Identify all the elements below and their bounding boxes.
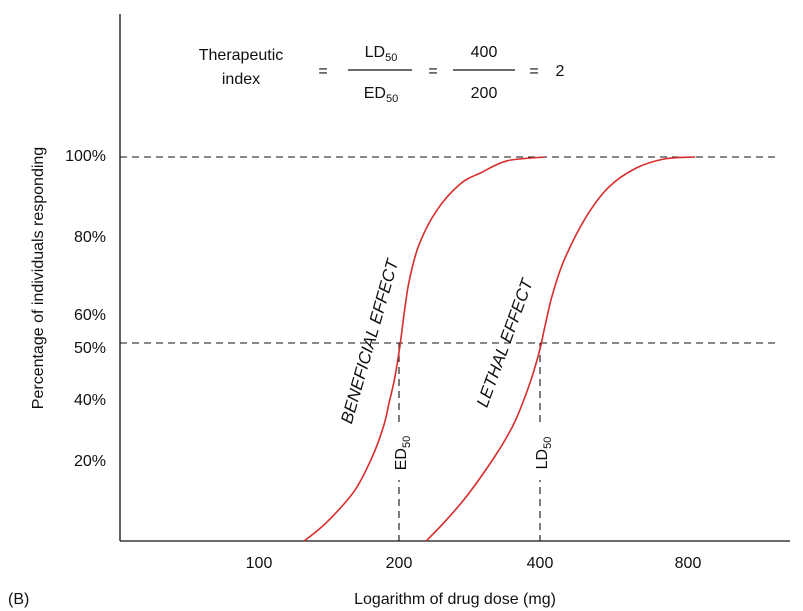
therapeutic-index-formula: Therapeutic index = LD50 ED50 = 400 200 … bbox=[199, 44, 565, 105]
y-tick-label: 80% bbox=[74, 229, 106, 246]
formula-denominator-value: 200 bbox=[471, 85, 498, 102]
formula-numerator-value: 400 bbox=[471, 44, 498, 61]
x-tick-label: 100 bbox=[246, 555, 273, 572]
y-tick-label: 40% bbox=[74, 392, 106, 409]
y-tick-label: 20% bbox=[74, 453, 106, 470]
series-label-beneficial: BENEFICIAL EFFECT bbox=[337, 256, 402, 426]
formula-denominator: ED50 bbox=[364, 85, 398, 105]
y-axis-title: Percentage of individuals responding bbox=[30, 147, 47, 409]
x-tick-label: 200 bbox=[386, 555, 413, 572]
series-line-beneficial bbox=[303, 156, 546, 542]
y-tick-label: 60% bbox=[74, 307, 106, 324]
x-tick-label: 800 bbox=[675, 555, 702, 572]
formula-name-line2: index bbox=[222, 71, 260, 88]
formula-name-line1: Therapeutic bbox=[199, 47, 284, 64]
x-axis-title: Logarithm of drug dose (mg) bbox=[354, 591, 556, 608]
formula-result: 2 bbox=[556, 63, 565, 80]
y-tick-label: 100% bbox=[65, 148, 106, 165]
x-tick-label: 400 bbox=[527, 555, 554, 572]
formula-equals: = bbox=[529, 63, 538, 80]
formula-equals: = bbox=[318, 63, 327, 80]
series-line-lethal bbox=[425, 156, 696, 542]
panel-label: (B) bbox=[8, 591, 29, 608]
ld50-label: LD50 bbox=[534, 437, 554, 470]
formula-numerator: LD50 bbox=[365, 44, 398, 64]
y-tick-label: 50% bbox=[74, 340, 106, 357]
ed50-label: ED50 bbox=[393, 436, 413, 470]
formula-equals: = bbox=[428, 63, 437, 80]
